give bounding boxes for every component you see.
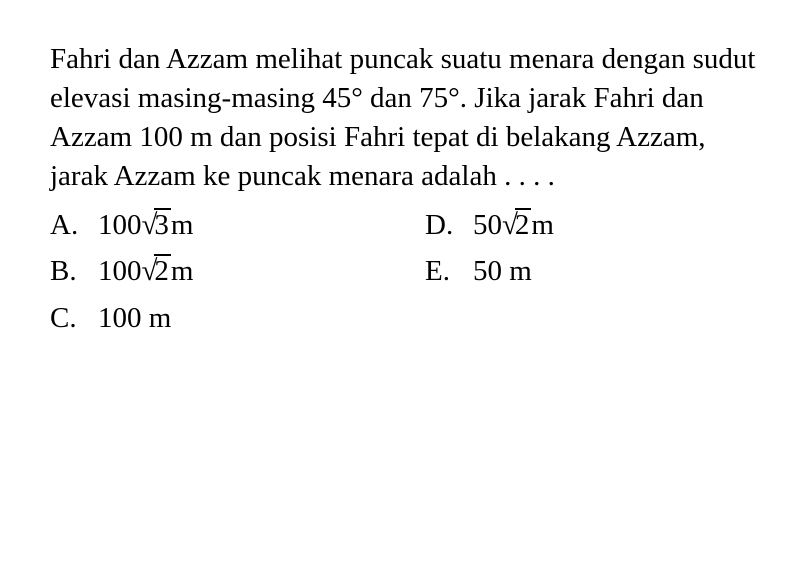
option-a-suffix: m (171, 205, 194, 246)
option-a: A. 100 √ 3 m (50, 205, 385, 246)
sqrt-wrapper: √ 2 (142, 251, 171, 292)
option-d: D. 50 √ 2 m (425, 205, 760, 246)
option-c-content: 100 m (98, 298, 171, 339)
option-d-prefix: 50 (473, 205, 502, 246)
option-c-letter: C. (50, 298, 80, 339)
option-b: B. 100 √ 2 m (50, 251, 385, 292)
option-d-sqrt: 2 (515, 208, 532, 242)
sqrt-wrapper: √ 3 (142, 205, 171, 246)
option-e-content: 50 m (473, 251, 532, 292)
option-e: E. 50 m (425, 251, 760, 292)
option-b-letter: B. (50, 251, 80, 292)
option-b-content: 100 √ 2 m (98, 251, 193, 292)
option-d-content: 50 √ 2 m (473, 205, 554, 246)
option-e-letter: E. (425, 251, 455, 292)
sqrt-wrapper: √ 2 (502, 205, 531, 246)
option-b-sqrt: 2 (154, 254, 171, 288)
question-text: Fahri dan Azzam melihat puncak suatu men… (50, 40, 760, 197)
option-c: C. 100 m (50, 298, 385, 339)
option-a-sqrt: 3 (154, 208, 171, 242)
option-c-prefix: 100 m (98, 298, 171, 339)
options-container: A. 100 √ 3 m B. 100 √ 2 m C. 100 m D. (50, 205, 760, 339)
option-d-letter: D. (425, 205, 455, 246)
option-a-letter: A. (50, 205, 80, 246)
option-b-suffix: m (171, 251, 194, 292)
option-e-prefix: 50 m (473, 251, 532, 292)
option-a-prefix: 100 (98, 205, 142, 246)
option-a-content: 100 √ 3 m (98, 205, 193, 246)
option-b-prefix: 100 (98, 251, 142, 292)
option-d-suffix: m (531, 205, 554, 246)
